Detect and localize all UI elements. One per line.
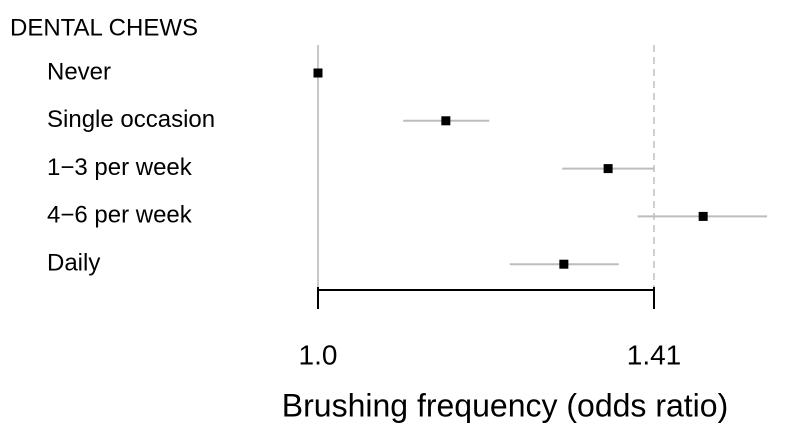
- row-label: Single occasion: [47, 106, 215, 133]
- point-estimate: [603, 164, 613, 174]
- x-tick-label: 1.41: [627, 339, 682, 370]
- row-label: 4−6 per week: [47, 202, 193, 229]
- row-label: 1−3 per week: [47, 154, 193, 181]
- point-estimate: [559, 259, 569, 269]
- x-axis-label: Brushing frequency (odds ratio): [282, 387, 728, 423]
- x-tick-label: 1.0: [299, 339, 338, 370]
- row-label: Daily: [47, 250, 100, 277]
- point-estimate: [441, 116, 451, 126]
- row-label: Never: [47, 58, 111, 85]
- point-estimate: [698, 211, 708, 221]
- group-label: DENTAL CHEWS: [10, 14, 198, 41]
- point-estimate: [313, 68, 323, 78]
